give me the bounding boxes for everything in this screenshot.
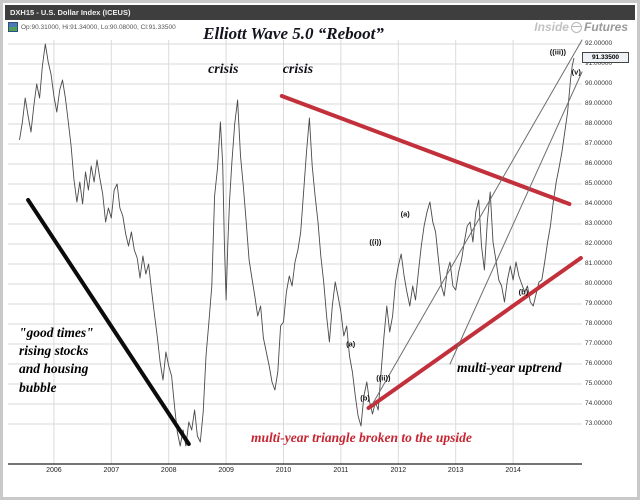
y-axis-label: 91.00000 [585, 60, 613, 67]
y-axis-label: 86.00000 [585, 160, 613, 167]
trendline-channel-upper [372, 39, 583, 405]
x-axis-label: 2008 [160, 467, 177, 474]
y-axis-label: 85.00000 [585, 180, 613, 187]
trendline-channel-lower [449, 71, 583, 365]
brand-left-label: Inside [534, 20, 569, 34]
y-axis-label: 92.00000 [585, 40, 613, 47]
y-axis-label: 81.00000 [585, 260, 613, 267]
trendline-downtrend-2006-2008 [26, 198, 191, 446]
quote-header: Op:90.31000, Hi:91.34000, Lo:90.08000, C… [8, 21, 176, 33]
y-axis-label: 79.00000 [585, 300, 613, 307]
globe-icon [570, 21, 582, 33]
x-axis-label: 2010 [275, 467, 292, 474]
y-axis-label: 89.00000 [585, 100, 613, 107]
last-price-tag: 91.33500 [582, 52, 629, 64]
insidefutures-logo: Inside Futures [534, 20, 628, 34]
chart-type-icon [8, 22, 18, 32]
window-title: DXH15 - U.S. Dollar Index (ICEUS) [10, 8, 131, 17]
x-axis-label: 2011 [333, 467, 349, 474]
x-axis-label: 2009 [218, 467, 234, 474]
y-axis-label: 87.00000 [585, 140, 613, 147]
x-axis-label: 2007 [103, 467, 120, 474]
ohlc-readout: Op:90.31000, Hi:91.34000, Lo:90.08000, C… [21, 23, 176, 31]
y-axis-label: 82.00000 [585, 240, 613, 247]
trendline-triangle-upper [279, 94, 572, 206]
window-titlebar: DXH15 - U.S. Dollar Index (ICEUS) [5, 5, 635, 20]
y-axis-label: 76.00000 [585, 360, 613, 367]
y-axis-label: 75.00000 [585, 380, 613, 387]
plot-canvas[interactable] [5, 30, 635, 482]
y-axis-label: 90.00000 [585, 80, 613, 87]
y-axis-label: 83.00000 [585, 220, 613, 227]
brand-right-label: Futures [583, 20, 628, 34]
y-axis-label: 78.00000 [585, 320, 613, 327]
y-axis-label: 88.00000 [585, 120, 613, 127]
x-axis-label: 2006 [46, 467, 62, 474]
x-axis-label: 2014 [505, 467, 521, 474]
price-series [19, 43, 575, 447]
y-axis-label: 84.00000 [585, 200, 613, 207]
y-axis-label: 80.00000 [585, 280, 613, 287]
y-axis-label: 74.00000 [585, 400, 613, 407]
trendline-triangle-lower [366, 256, 583, 410]
price-chart[interactable]: Elliott Wave 5.0 “Reboot” "good times" r… [5, 24, 635, 496]
y-axis-label: 73.00000 [585, 420, 613, 427]
y-axis-label: 77.00000 [585, 340, 613, 347]
x-axis-label: 2013 [447, 467, 464, 474]
x-axis-label: 2012 [390, 467, 407, 474]
